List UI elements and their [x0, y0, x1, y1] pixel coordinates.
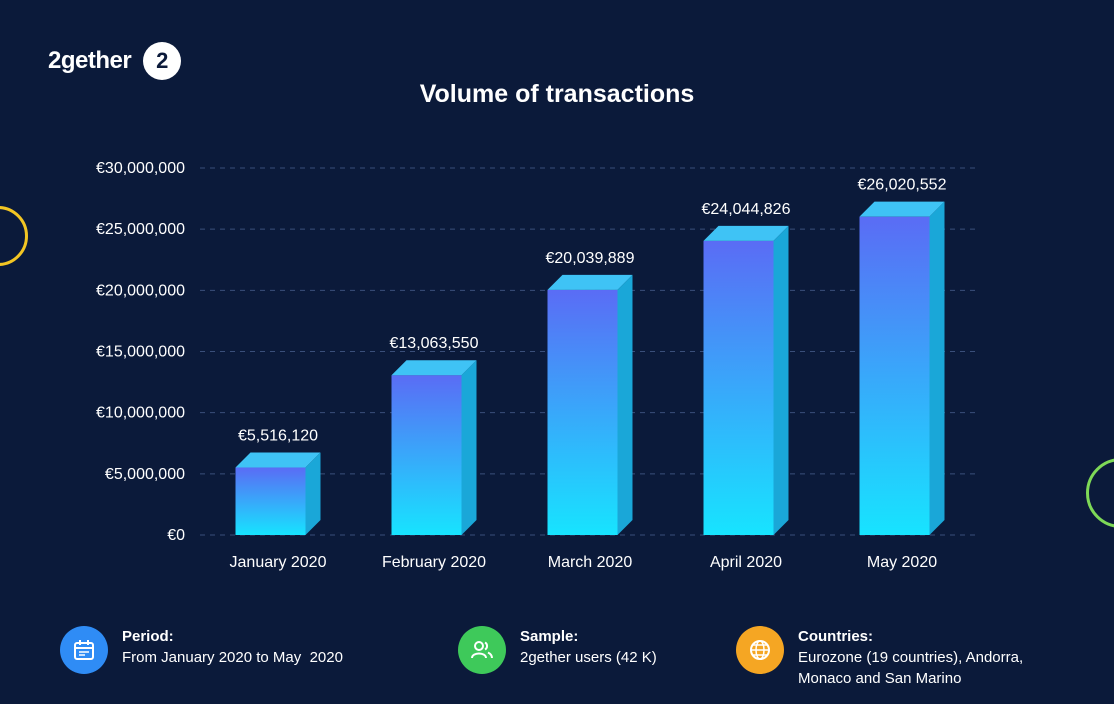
x-axis: January 2020 February 2020 March 2020 April…: [230, 554, 938, 571]
bar-top: [235, 452, 321, 468]
bar-side: [305, 452, 321, 535]
x-tick-label: May 2020: [867, 554, 937, 571]
bars: [235, 201, 945, 535]
y-tick-label: €30,000,000: [96, 160, 185, 177]
period-label: Period:: [122, 628, 174, 645]
y-tick-label: €20,000,000: [96, 282, 185, 299]
bar-front: [703, 240, 774, 535]
y-tick-label: €10,000,000: [96, 405, 185, 422]
bar: [703, 225, 789, 535]
globe-icon: [736, 626, 784, 674]
data-label: €20,039,889: [546, 250, 635, 267]
period-value: From January 2020 to May 2020: [122, 649, 343, 666]
bar-side: [929, 201, 945, 535]
sample-value: 2gether users (42 K): [520, 649, 657, 666]
countries-label: Countries:: [798, 628, 873, 645]
brand-logo-glyph: 2: [156, 48, 169, 73]
bar-chart: €0 €5,000,000 €10,000,000 €15,000,000 €20,00…: [96, 160, 980, 571]
bar: [859, 201, 945, 535]
x-tick-label: February 2020: [382, 554, 486, 571]
footer-period: Period: From January 2020 to May 2020: [60, 626, 343, 674]
y-tick-label: €5,000,000: [105, 466, 185, 483]
data-labels: €5,516,120 €13,063,550 €20,039,889 €24,044,…: [238, 177, 947, 445]
chart-title: Volume of transactions: [419, 80, 695, 108]
data-label: €5,516,120: [238, 428, 318, 445]
brand-logo-icon: 2: [143, 42, 182, 80]
sample-label: Sample:: [520, 628, 579, 645]
bar-top: [703, 225, 789, 241]
data-label: €24,044,826: [702, 201, 791, 218]
x-tick-label: April 2020: [710, 554, 782, 571]
y-tick-label: €15,000,000: [96, 344, 185, 361]
bar: [547, 274, 633, 535]
bar-front: [235, 467, 306, 535]
bar-front: [859, 216, 930, 535]
calendar-icon: [60, 626, 108, 674]
y-tick-label: €0: [167, 527, 185, 544]
data-label: €13,063,550: [390, 335, 479, 352]
countries-value: Eurozone (19 countries), Andorra, Monaco…: [798, 649, 1024, 687]
x-tick-label: March 2020: [548, 554, 633, 571]
bar-side: [617, 274, 633, 535]
bar-front: [547, 289, 618, 535]
footer-countries: Countries: Eurozone (19 countries), Ando…: [736, 626, 1068, 689]
users-icon: [458, 626, 506, 674]
y-tick-label: €25,000,000: [96, 221, 185, 238]
bar: [235, 452, 321, 535]
data-label: €26,020,552: [858, 177, 947, 194]
bar-front: [391, 375, 462, 535]
bar-side: [773, 225, 789, 535]
bar-side: [461, 360, 477, 535]
bar-top: [859, 201, 945, 217]
brand-name: 2gether: [48, 47, 132, 74]
footer-sample: Sample: 2gether users (42 K): [458, 626, 657, 674]
brand: 2gether 2: [48, 42, 182, 80]
x-tick-label: January 2020: [230, 554, 327, 571]
bar: [391, 360, 477, 535]
bar-top: [547, 274, 633, 290]
bar-top: [391, 360, 477, 376]
y-axis: €0 €5,000,000 €10,000,000 €15,000,000 €20,00…: [96, 160, 185, 544]
